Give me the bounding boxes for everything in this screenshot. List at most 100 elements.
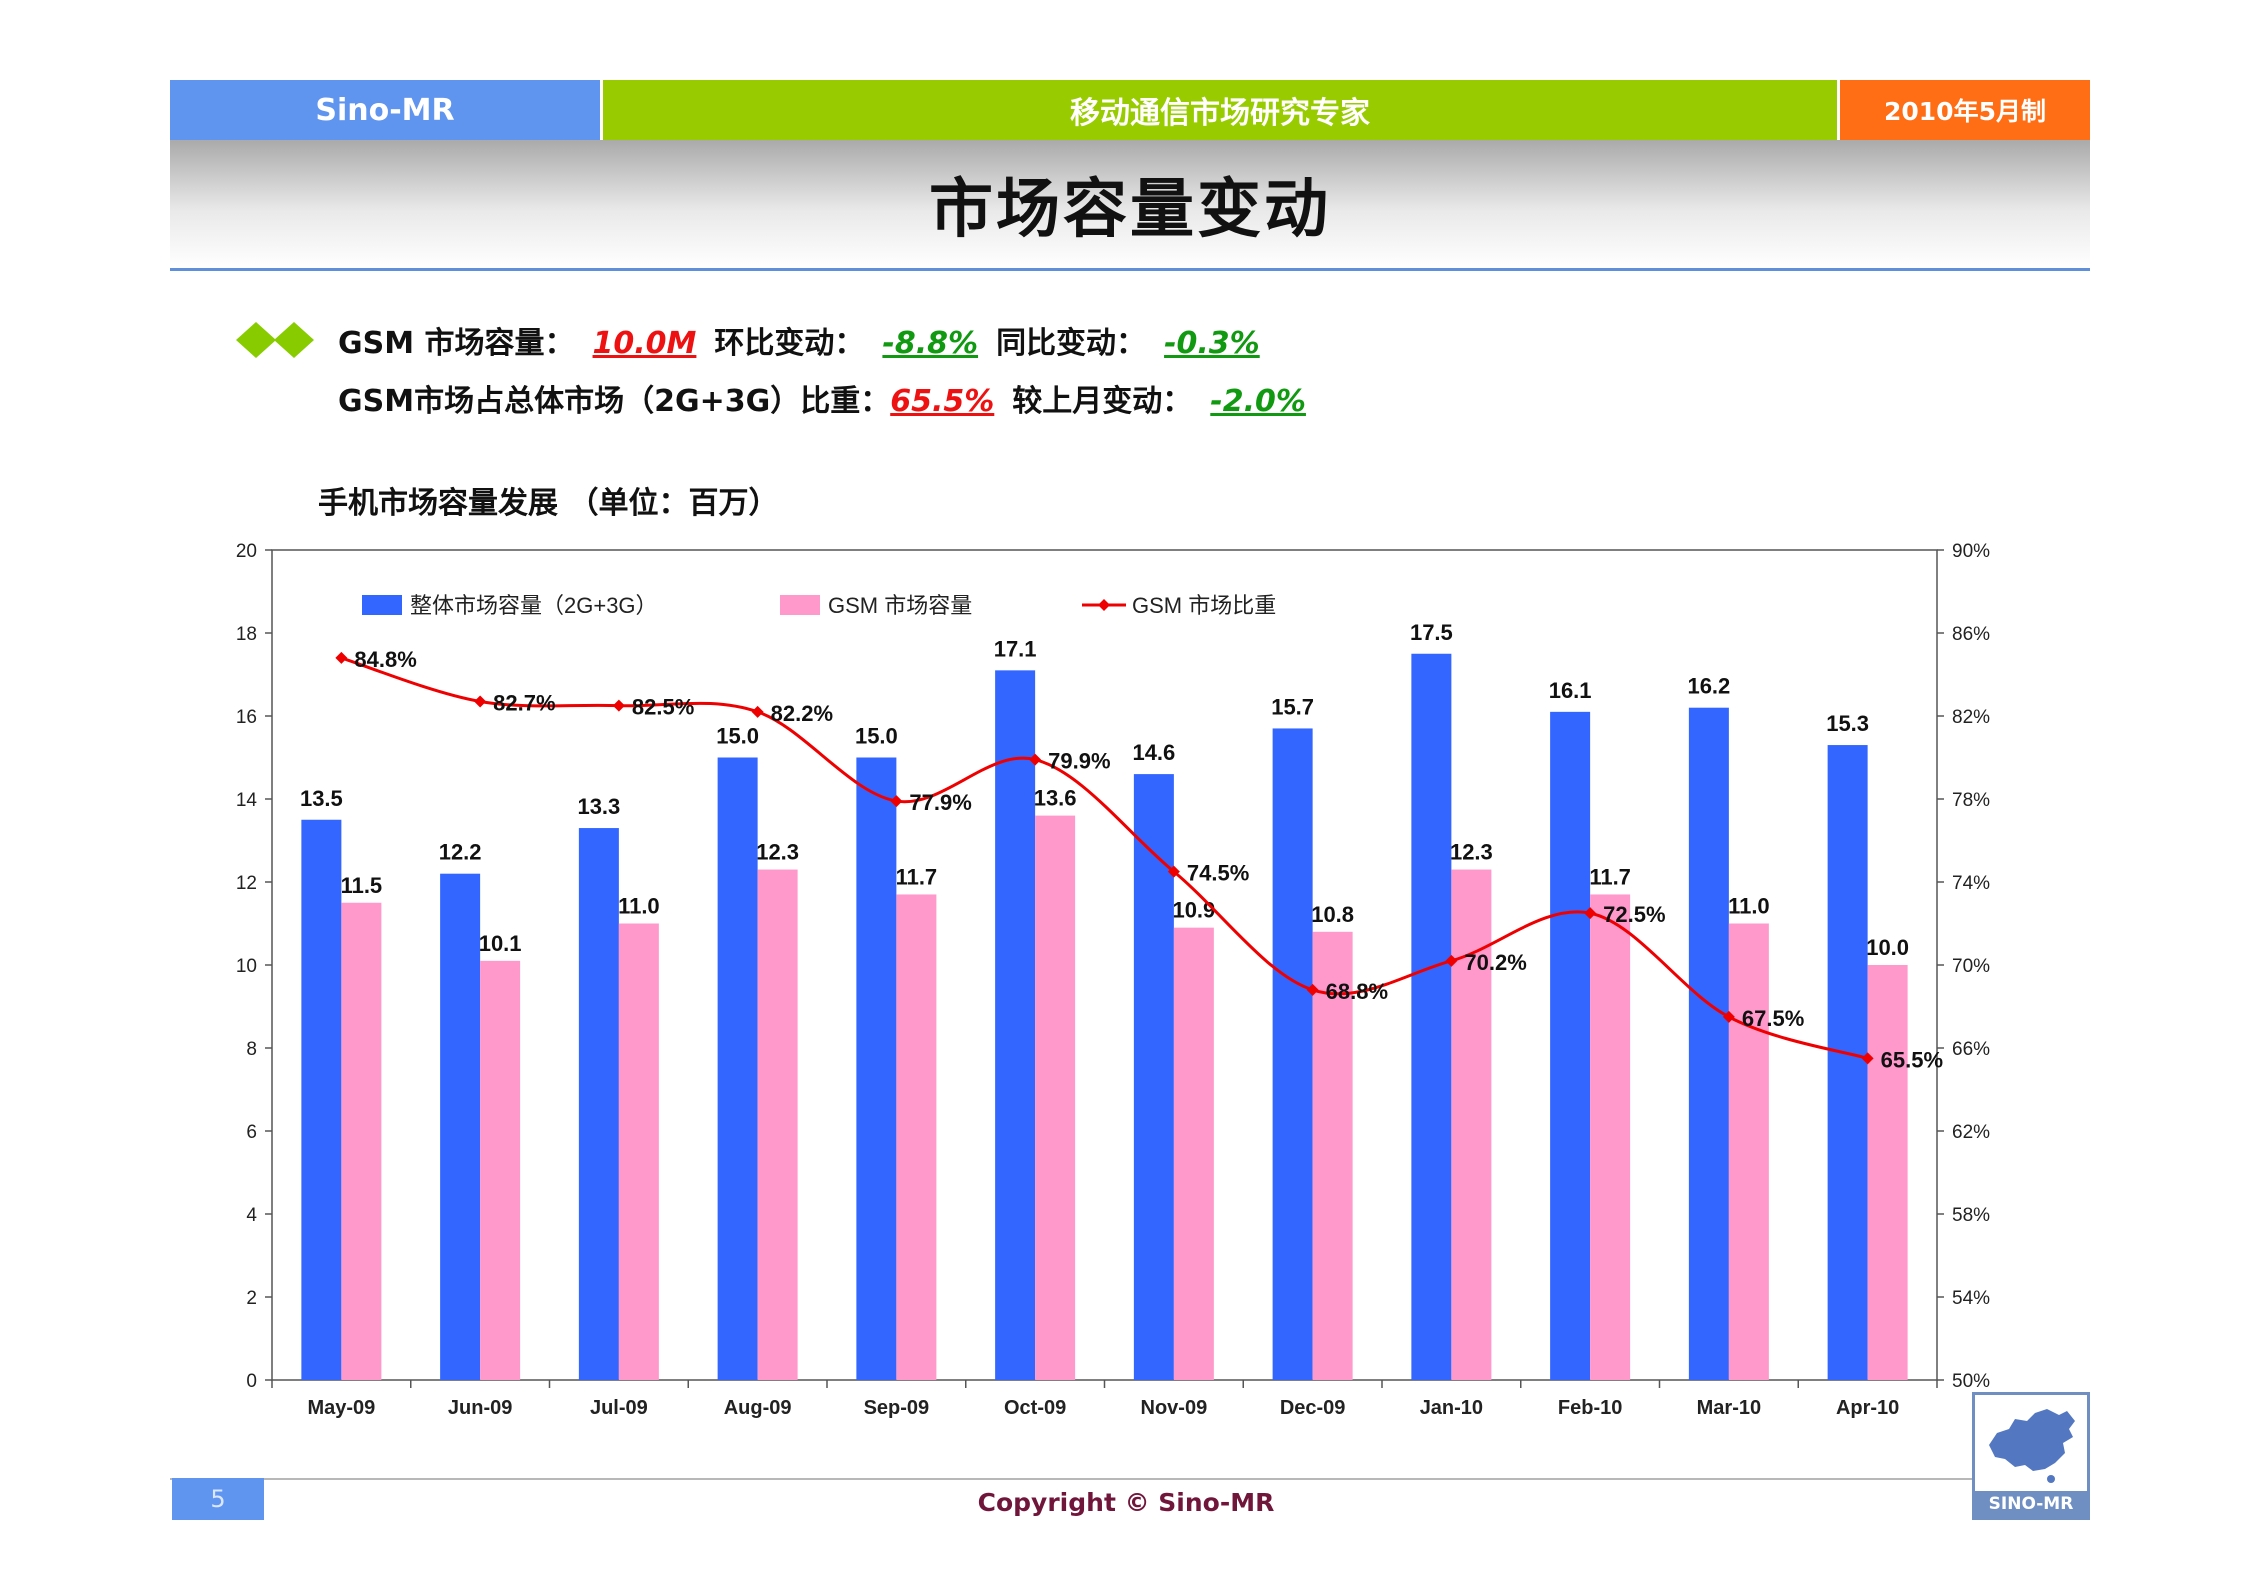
x-tick-label: Sep-09 bbox=[864, 1397, 930, 1419]
y-right-tick-label: 50% bbox=[1952, 1371, 1990, 1392]
y-left-tick-label: 6 bbox=[246, 1122, 257, 1143]
yoy-change-label: 同比变动： bbox=[996, 326, 1147, 361]
bar-total-label: 15.7 bbox=[1271, 694, 1314, 719]
bar-gsm-label: 11.7 bbox=[896, 864, 938, 889]
bar-total-market bbox=[440, 873, 481, 1380]
mom-change-label: 环比变动： bbox=[714, 326, 865, 361]
bar-total-label: 15.3 bbox=[1826, 711, 1869, 736]
bar-gsm-volume bbox=[1312, 931, 1353, 1380]
x-tick-label: Aug-09 bbox=[724, 1397, 792, 1419]
y-right-tick-label: 74% bbox=[1952, 873, 1990, 894]
logo-text: SINO-MR bbox=[1975, 1491, 2087, 1517]
gsm-share-marker bbox=[1584, 907, 1597, 920]
y-right-tick-label: 90% bbox=[1952, 541, 1990, 562]
bar-gsm-label: 10.9 bbox=[1172, 898, 1215, 923]
bar-gsm-volume bbox=[1035, 815, 1076, 1380]
gsm-share-label: 70.2% bbox=[1464, 950, 1526, 975]
legend-total-label: 整体市场容量（2G+3G） bbox=[410, 593, 658, 618]
gsm-share-marker bbox=[1861, 1052, 1874, 1065]
y-left-tick-label: 12 bbox=[236, 873, 257, 894]
bar-total-label: 16.2 bbox=[1687, 674, 1730, 699]
bar-gsm-volume bbox=[1173, 927, 1214, 1380]
bar-gsm-volume bbox=[1867, 965, 1908, 1380]
gsm-share-marker bbox=[1306, 983, 1319, 996]
y-left-tick-label: 8 bbox=[246, 1039, 257, 1060]
y-left-tick-label: 18 bbox=[236, 624, 257, 645]
bar-total-market bbox=[1133, 774, 1174, 1380]
mom-change-value: -8.8% bbox=[882, 326, 979, 361]
gsm-share-marker bbox=[1445, 954, 1458, 967]
y-right-tick-label: 82% bbox=[1952, 707, 1990, 728]
gsm-share-value: 65.5% bbox=[890, 384, 995, 419]
bar-total-label: 16.1 bbox=[1549, 678, 1592, 703]
bar-total-label: 13.3 bbox=[577, 794, 620, 819]
gsm-share-label: 67.5% bbox=[1742, 1006, 1804, 1031]
footer-divider bbox=[170, 1478, 2090, 1480]
gsm-share-label: 82.7% bbox=[493, 690, 555, 715]
gsm-share-label: 74.5% bbox=[1187, 861, 1249, 886]
gsm-share-marker bbox=[890, 795, 903, 808]
y-right-tick-label: 86% bbox=[1952, 624, 1990, 645]
bar-gsm-label: 12.3 bbox=[756, 840, 799, 865]
gsm-share-label: 65.5% bbox=[1881, 1047, 1943, 1072]
bar-gsm-label: 11.5 bbox=[341, 873, 383, 898]
bar-total-market bbox=[1272, 728, 1313, 1380]
brand-label: Sino-MR bbox=[170, 80, 600, 140]
gsm-share-marker bbox=[1167, 865, 1180, 878]
copyright-text: Copyright © Sino-MR bbox=[977, 1488, 1275, 1517]
bar-total-market bbox=[1550, 711, 1591, 1380]
x-tick-label: Mar-10 bbox=[1697, 1397, 1761, 1419]
y-left-tick-label: 0 bbox=[246, 1371, 257, 1392]
x-tick-label: May-09 bbox=[307, 1397, 375, 1419]
bar-gsm-volume bbox=[618, 923, 659, 1380]
gsm-share-marker bbox=[751, 705, 764, 718]
bar-total-label: 17.1 bbox=[994, 636, 1037, 661]
bar-gsm-volume bbox=[1728, 923, 1769, 1380]
bar-total-label: 13.5 bbox=[300, 786, 343, 811]
y-left-tick-label: 16 bbox=[236, 707, 257, 728]
gsm-volume-label: GSM 市场容量： bbox=[338, 326, 575, 361]
y-right-tick-label: 54% bbox=[1952, 1288, 1990, 1309]
legend-total-swatch bbox=[362, 595, 402, 615]
bar-gsm-volume bbox=[341, 902, 382, 1380]
y-left-tick-label: 10 bbox=[236, 956, 257, 977]
gsm-share-marker bbox=[1029, 753, 1042, 766]
gsm-share-label: 82.5% bbox=[632, 695, 694, 720]
y-right-tick-label: 66% bbox=[1952, 1039, 1990, 1060]
legend-share-marker bbox=[1098, 599, 1110, 611]
diamond-bullet-icon bbox=[236, 322, 314, 358]
y-right-tick-label: 78% bbox=[1952, 790, 1990, 811]
gsm-share-label: 77.9% bbox=[909, 790, 971, 815]
bar-gsm-volume bbox=[480, 960, 521, 1380]
x-tick-label: Jul-09 bbox=[590, 1397, 648, 1419]
gsm-share-marker bbox=[612, 699, 625, 712]
bar-total-label: 15.0 bbox=[716, 724, 759, 749]
x-tick-label: Jan-10 bbox=[1420, 1397, 1483, 1419]
china-map-icon bbox=[1989, 1409, 2075, 1483]
gsm-share-marker bbox=[1722, 1010, 1735, 1023]
title-band: 市场容量变动 bbox=[170, 140, 2090, 271]
bar-total-market bbox=[995, 670, 1036, 1380]
page-title: 市场容量变动 bbox=[929, 173, 1331, 247]
bar-total-market bbox=[1827, 745, 1868, 1380]
bar-total-label: 17.5 bbox=[1410, 620, 1453, 645]
legend-gsm-swatch bbox=[780, 595, 820, 615]
y-right-tick-label: 62% bbox=[1952, 1122, 1990, 1143]
share-change-label: 较上月变动： bbox=[1012, 384, 1193, 419]
bar-gsm-label: 11.0 bbox=[618, 894, 660, 919]
gsm-share-label: 72.5% bbox=[1603, 902, 1665, 927]
bar-gsm-label: 11.7 bbox=[1589, 864, 1631, 889]
bar-gsm-label: 10.8 bbox=[1311, 902, 1354, 927]
legend-gsm-label: GSM 市场容量 bbox=[828, 593, 972, 618]
gsm-share-line bbox=[340, 656, 1869, 1060]
bar-total-market bbox=[578, 828, 619, 1380]
gsm-share-marker bbox=[335, 651, 348, 664]
gsm-share-label: 68.8% bbox=[1326, 979, 1388, 1004]
chart-title: 手机市场容量发展 （单位：百万） bbox=[318, 486, 779, 521]
legend-share-label: GSM 市场比重 bbox=[1132, 593, 1276, 618]
bar-total-label: 14.6 bbox=[1132, 740, 1175, 765]
y-left-tick-label: 20 bbox=[236, 541, 257, 562]
y-left-tick-label: 4 bbox=[246, 1205, 257, 1226]
gsm-share-label: 79.9% bbox=[1048, 749, 1110, 774]
